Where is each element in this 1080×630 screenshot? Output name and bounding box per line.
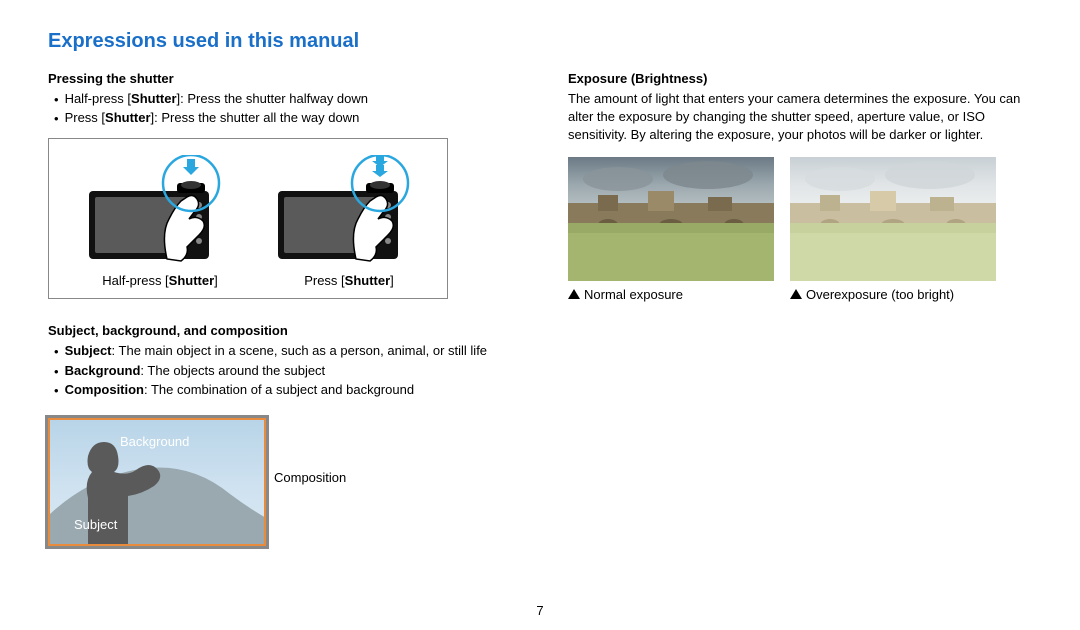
caption-prefix: Press [: [304, 273, 344, 288]
right-column: Exposure (Brightness) The amount of ligh…: [568, 71, 1028, 546]
normal-exposure-caption: Normal exposure: [568, 287, 774, 302]
caption-bold: Shutter: [345, 273, 391, 288]
up-triangle-icon: [568, 289, 580, 299]
section-heading-composition: Subject, background, and composition: [48, 323, 508, 338]
section-heading-shutter: Pressing the shutter: [48, 71, 508, 86]
page-title: Expressions used in this manual: [48, 30, 1032, 53]
bullet-prefix: Press [: [65, 110, 105, 125]
bullet-prefix: Half-press [: [65, 91, 131, 106]
bullet-bold: Background: [65, 363, 141, 378]
bullet-suffix: ]: Press the shutter halfway down: [177, 91, 368, 106]
full-press-caption: Press [Shutter]: [304, 273, 394, 288]
normal-exposure-photo: [568, 157, 774, 281]
overexposure-caption: Overexposure (too bright): [790, 287, 996, 302]
bullet-item: • Half-press [Shutter]: Press the shutte…: [54, 90, 508, 109]
exposure-paragraph: The amount of light that enters your cam…: [568, 90, 1028, 145]
bullet-bold: Shutter: [131, 91, 177, 106]
bullet-bold: Subject: [65, 343, 112, 358]
bullet-rest: : The main object in a scene, such as a …: [112, 343, 488, 358]
composition-label: Composition: [274, 470, 346, 485]
half-press-caption: Half-press [Shutter]: [102, 273, 218, 288]
bullet-item: • Background: The objects around the sub…: [54, 362, 508, 381]
caption-text: Normal exposure: [584, 287, 683, 302]
background-label: Background: [120, 434, 189, 449]
composition-illustration: Background Subject: [48, 418, 266, 546]
pressing-shutter-section: Pressing the shutter • Half-press [Shutt…: [48, 71, 508, 299]
bullet-text: Press [Shutter]: Press the shutter all t…: [65, 109, 360, 127]
caption-suffix: ]: [390, 273, 394, 288]
composition-connector-icon: [264, 484, 266, 486]
caption-text: Overexposure (too bright): [806, 287, 954, 302]
caption-bold: Shutter: [169, 273, 215, 288]
bullet-dot-icon: •: [54, 110, 59, 128]
composition-bullets: • Subject: The main object in a scene, s…: [54, 342, 508, 400]
normal-exposure-item: Normal exposure: [568, 157, 774, 302]
left-column: Pressing the shutter • Half-press [Shutt…: [48, 71, 508, 546]
bullet-item: • Subject: The main object in a scene, s…: [54, 342, 508, 361]
page-number: 7: [536, 603, 543, 618]
subject-label: Subject: [74, 517, 117, 532]
shutter-bullets: • Half-press [Shutter]: Press the shutte…: [54, 90, 508, 128]
overexposure-item: Overexposure (too bright): [790, 157, 996, 302]
bullet-rest: : The combination of a subject and backg…: [144, 382, 414, 397]
bullet-bold: Shutter: [105, 110, 151, 125]
bullet-text: Background: The objects around the subje…: [65, 362, 326, 380]
half-press-illustration: [69, 155, 239, 265]
bullet-dot-icon: •: [54, 382, 59, 400]
full-press-illustration: [258, 155, 428, 265]
composition-section: Subject, background, and composition • S…: [48, 323, 508, 546]
caption-prefix: Half-press [: [102, 273, 168, 288]
caption-suffix: ]: [214, 273, 218, 288]
content-columns: Pressing the shutter • Half-press [Shutt…: [48, 71, 1032, 546]
bullet-suffix: ]: Press the shutter all the way down: [151, 110, 360, 125]
bullet-text: Half-press [Shutter]: Press the shutter …: [65, 90, 368, 108]
bullet-item: • Composition: The combination of a subj…: [54, 381, 508, 400]
bullet-bold: Composition: [65, 382, 144, 397]
up-triangle-icon: [790, 289, 802, 299]
bullet-text: Subject: The main object in a scene, suc…: [65, 342, 487, 360]
bullet-text: Composition: The combination of a subjec…: [65, 381, 415, 399]
shutter-illustration-box: Half-press [Shutter] Press [Shutter]: [48, 138, 448, 299]
bullet-dot-icon: •: [54, 343, 59, 361]
section-heading-exposure: Exposure (Brightness): [568, 71, 1028, 86]
bullet-dot-icon: •: [54, 363, 59, 381]
exposure-examples: Normal exposure: [568, 157, 1028, 302]
bullet-item: • Press [Shutter]: Press the shutter all…: [54, 109, 508, 128]
bullet-dot-icon: •: [54, 91, 59, 109]
overexposure-photo: [790, 157, 996, 281]
bullet-rest: : The objects around the subject: [140, 363, 325, 378]
